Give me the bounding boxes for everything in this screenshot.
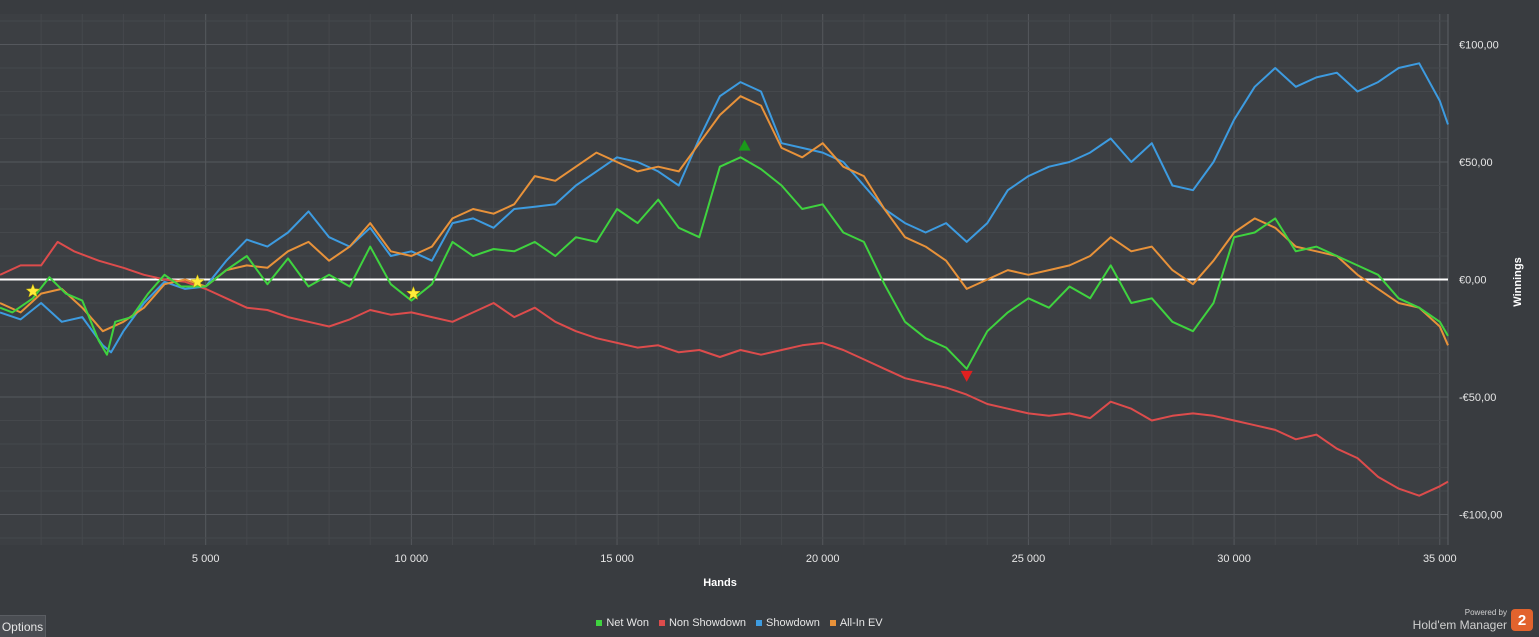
legend-label-showdown: Showdown <box>766 617 820 629</box>
x-tick-label: 5 000 <box>192 553 220 565</box>
legend-item-showdown[interactable]: Showdown <box>756 617 820 629</box>
legend-label-all-in-ev: All-In EV <box>839 617 883 629</box>
tick-labels: 5 000 10 000 15 000 20 000 25 000 30 000 35 00… <box>192 40 1503 565</box>
star-marker-icon <box>406 285 421 300</box>
legend-swatch-net-won <box>596 620 603 626</box>
x-tick-label: 25 000 <box>1012 553 1046 565</box>
brand-logo-icon: 2 <box>1511 609 1533 631</box>
series-group <box>0 62 1449 497</box>
x-tick-label: 20 000 <box>806 553 840 565</box>
legend-item-net-won[interactable]: Net Won <box>596 617 649 629</box>
options-button[interactable]: Options <box>0 615 46 637</box>
legend-label-net-won: Net Won <box>606 617 649 629</box>
star-marker-icon <box>25 283 41 298</box>
x-tick-label: 15 000 <box>600 553 634 565</box>
y-tick-label: -€50,00 <box>1459 392 1496 404</box>
series-line-all-in-ev <box>0 95 1449 346</box>
x-tick-label: 10 000 <box>395 553 429 565</box>
y-tick-label: €0,00 <box>1459 275 1487 287</box>
brand-text: Powered by Hold'em Manager <box>1412 608 1507 632</box>
brand-name: Hold'em Manager <box>1412 618 1507 632</box>
legend-item-non-showdown[interactable]: Non Showdown <box>658 617 747 629</box>
y-tick-label: €100,00 <box>1459 40 1499 52</box>
series-line-showdown <box>0 62 1449 354</box>
legend-swatch-all-in-ev <box>829 620 836 626</box>
min-triangle-icon <box>960 370 973 382</box>
legend-swatch-non-showdown <box>658 620 665 626</box>
y-axis-title: Winnings <box>1512 257 1524 306</box>
legend-swatch-showdown <box>756 620 763 626</box>
max-triangle-icon <box>738 139 751 151</box>
x-tick-label: 35 000 <box>1423 553 1457 565</box>
brand: Powered by Hold'em Manager 2 <box>1413 609 1533 631</box>
x-axis-title: Hands <box>703 577 737 589</box>
y-tick-label: €50,00 <box>1459 157 1493 169</box>
legend-item-all-in-ev[interactable]: All-In EV <box>829 617 883 629</box>
series-line-non-showdown <box>0 240 1449 497</box>
x-tick-label: 30 000 <box>1217 553 1251 565</box>
legend: Net Won Non Showdown Showdown All-In EV <box>0 617 1479 629</box>
legend-label-non-showdown: Non Showdown <box>668 617 747 629</box>
star-marker-icon <box>190 274 205 289</box>
annotations-group <box>25 139 973 382</box>
brand-powered-by: Powered by <box>1464 608 1507 617</box>
series-line-net-won <box>0 156 1449 370</box>
y-tick-label: -€100,00 <box>1459 509 1502 521</box>
